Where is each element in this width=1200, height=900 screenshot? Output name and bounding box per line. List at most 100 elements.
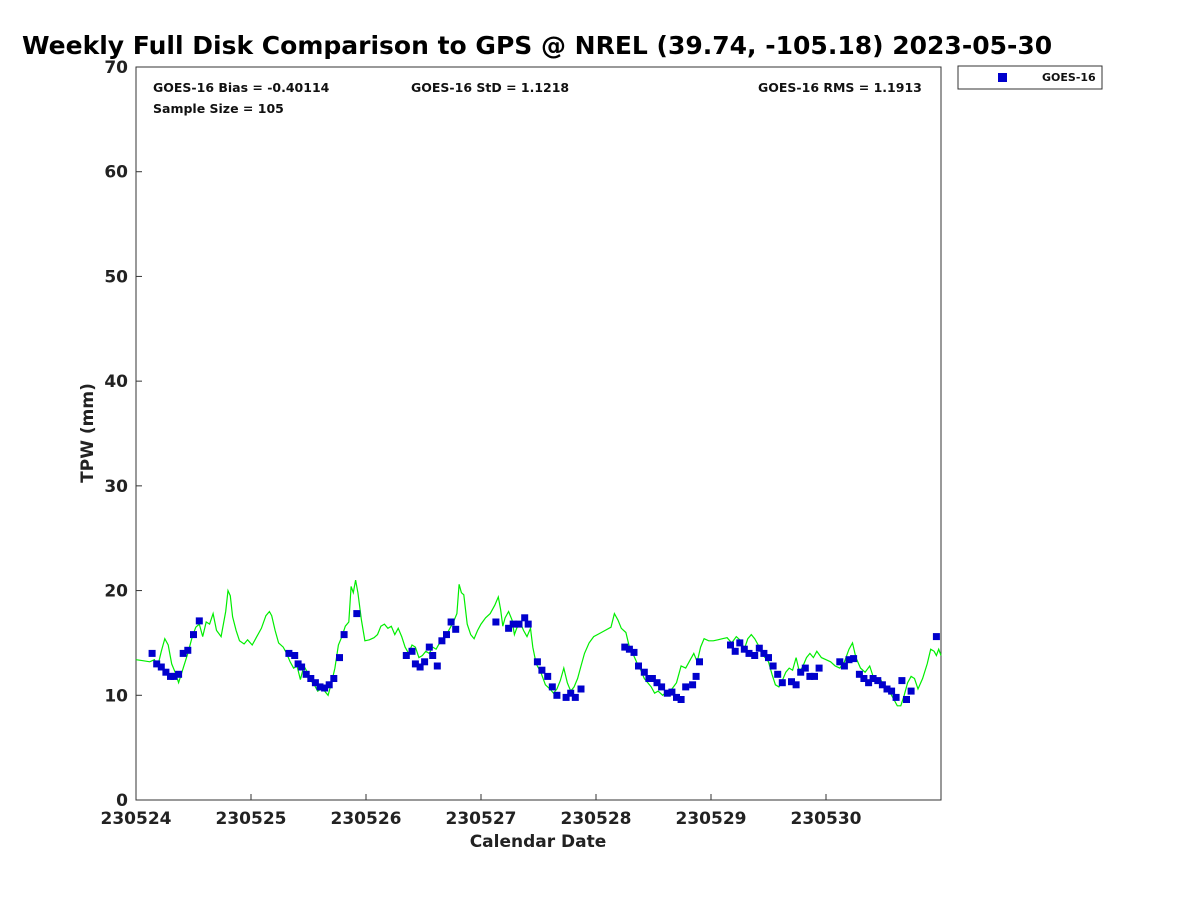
goes16-point xyxy=(538,666,546,674)
goes16-point xyxy=(157,663,165,671)
goes16-point xyxy=(190,631,197,639)
goes16-point xyxy=(836,658,844,666)
goes16-point xyxy=(311,679,319,687)
x-axis-label: Calendar Date xyxy=(470,832,607,852)
x-tick-label: 230530 xyxy=(791,809,862,829)
goes16-point xyxy=(567,689,575,697)
goes16-point xyxy=(860,675,868,682)
goes16-point xyxy=(340,631,348,639)
goes16-point xyxy=(640,668,648,676)
goes16-point xyxy=(635,662,642,670)
goes16-point xyxy=(673,693,680,701)
goes16-point xyxy=(184,646,192,654)
legend-marker-icon xyxy=(998,73,1007,82)
goes16-point xyxy=(553,691,561,699)
goes16-point xyxy=(792,681,800,689)
goes16-point xyxy=(285,649,293,657)
y-tick-label: 20 xyxy=(104,582,128,602)
goes16-point xyxy=(402,652,410,659)
goes16-point xyxy=(874,677,882,685)
goes16-point xyxy=(740,645,748,653)
goes16-point xyxy=(425,643,433,651)
goes16-point xyxy=(648,675,656,682)
goes16-point xyxy=(907,687,915,695)
goes16-point xyxy=(433,662,441,670)
goes16-point xyxy=(421,658,429,666)
goes16-point xyxy=(689,681,697,689)
goes16-point xyxy=(330,675,338,682)
goes16-point xyxy=(696,658,703,666)
goes16-point xyxy=(755,644,763,652)
goes16-point xyxy=(447,618,455,626)
goes16-point xyxy=(769,662,777,670)
goes16-point xyxy=(736,639,744,647)
goes16-point xyxy=(429,652,437,659)
goes16-point xyxy=(883,685,891,693)
goes16-point xyxy=(850,655,858,663)
goes16-point xyxy=(668,688,676,696)
y-tick-label: 0 xyxy=(116,791,128,811)
goes16-point xyxy=(865,679,873,687)
goes16-point xyxy=(515,620,523,628)
goes16-point xyxy=(692,672,700,680)
y-tick-label: 40 xyxy=(104,372,128,392)
goes16-point xyxy=(888,687,896,695)
goes16-point xyxy=(630,648,638,656)
stat-rms: GOES-16 RMS = 1.1913 xyxy=(758,80,922,95)
goes16-point xyxy=(855,670,863,678)
goes16-point xyxy=(760,649,768,657)
goes16-point xyxy=(731,647,739,655)
y-tick-label: 10 xyxy=(104,686,128,706)
stat-bias: GOES-16 Bias = -0.40114 xyxy=(153,80,330,95)
legend-box xyxy=(957,65,1103,90)
goes16-point xyxy=(175,670,183,678)
goes16-point xyxy=(751,652,759,659)
goes16-point xyxy=(353,610,361,618)
goes16-point xyxy=(544,672,552,680)
goes16-point xyxy=(524,620,532,628)
goes16-point xyxy=(316,683,324,691)
x-tick-label: 230528 xyxy=(561,809,632,829)
goes16-point xyxy=(336,654,343,662)
x-tick-label: 230525 xyxy=(216,809,287,829)
y-axis: 0 10 20 30 40 50 60 70 xyxy=(104,58,142,811)
goes16-point xyxy=(806,672,814,680)
x-tick-label: 230529 xyxy=(676,809,747,829)
goes16-point xyxy=(845,656,853,664)
goes16-point xyxy=(869,675,877,682)
x-axis: 230524 230525 230526 230527 230528 230529 2305… xyxy=(101,794,862,829)
goes16-point xyxy=(815,664,823,672)
y-tick-label: 30 xyxy=(104,477,128,497)
goes16-point xyxy=(533,658,541,666)
goes16-point xyxy=(548,683,556,691)
goes16-point xyxy=(682,683,690,691)
goes16-point xyxy=(765,654,772,662)
goes16-point xyxy=(562,693,570,701)
y-tick-label: 70 xyxy=(104,58,128,78)
goes16-point xyxy=(778,679,786,687)
goes16-point xyxy=(521,614,529,622)
goes16-point xyxy=(801,664,809,672)
goes16-point xyxy=(153,660,161,668)
goes16-point xyxy=(509,620,517,628)
goes16-point xyxy=(302,670,310,678)
y-tick-label: 50 xyxy=(104,267,128,287)
x-tick-label: 230527 xyxy=(446,809,517,829)
goes16-point xyxy=(903,696,910,703)
stat-sample-size: Sample Size = 105 xyxy=(153,101,284,116)
goes16-point xyxy=(291,652,299,659)
goes16-point xyxy=(774,670,782,678)
goes16-point xyxy=(307,675,315,682)
goes16-point xyxy=(577,685,585,693)
legend: GOES-16 xyxy=(957,65,1103,90)
goes16-point xyxy=(408,647,416,655)
goes16-point xyxy=(416,663,424,671)
goes16-point xyxy=(148,649,156,657)
x-tick-label: 230524 xyxy=(101,809,172,829)
y-axis-label: TPW (mm) xyxy=(78,383,98,483)
x-tick-label: 230526 xyxy=(331,809,402,829)
goes16-point xyxy=(438,637,446,645)
goes16-point xyxy=(658,683,666,691)
goes16-point xyxy=(677,696,685,703)
